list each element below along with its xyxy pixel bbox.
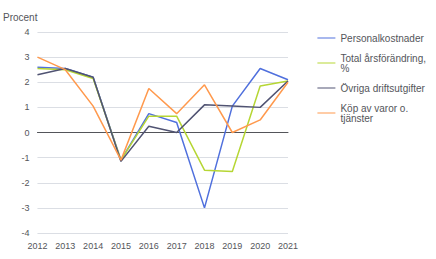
svg-text:Procent: Procent (3, 12, 38, 23)
svg-text:2016: 2016 (139, 241, 159, 251)
svg-text:3: 3 (24, 52, 29, 62)
svg-text:0: 0 (24, 128, 29, 138)
svg-text:2019: 2019 (222, 241, 242, 251)
svg-text:2: 2 (24, 77, 29, 87)
svg-text:%: % (340, 63, 349, 74)
svg-text:Total årsförändring,: Total årsförändring, (340, 53, 426, 64)
svg-text:2013: 2013 (55, 241, 75, 251)
svg-text:-3: -3 (21, 203, 29, 213)
svg-text:tjänster: tjänster (340, 113, 373, 124)
svg-text:-2: -2 (21, 178, 29, 188)
svg-text:Personalkostnader: Personalkostnader (340, 33, 424, 44)
svg-text:Övriga driftsutgifter: Övriga driftsutgifter (340, 83, 425, 94)
svg-text:2012: 2012 (27, 241, 47, 251)
svg-text:1: 1 (24, 102, 29, 112)
svg-text:2014: 2014 (83, 241, 103, 251)
svg-text:2021: 2021 (278, 241, 298, 251)
svg-text:2015: 2015 (111, 241, 131, 251)
svg-text:4: 4 (24, 27, 29, 37)
svg-text:2020: 2020 (250, 241, 270, 251)
svg-text:-4: -4 (21, 228, 29, 238)
svg-text:-1: -1 (21, 153, 29, 163)
svg-text:2018: 2018 (194, 241, 214, 251)
svg-text:2017: 2017 (167, 241, 187, 251)
svg-text:Köp av varor o.: Köp av varor o. (340, 102, 409, 114)
